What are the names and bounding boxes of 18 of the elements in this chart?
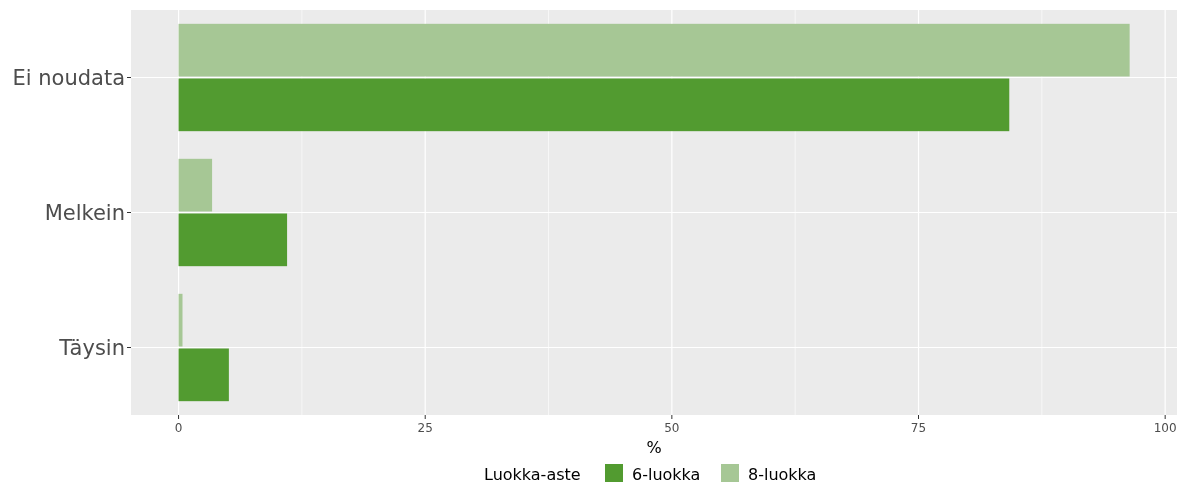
x-tick-label: 100 bbox=[1153, 421, 1177, 435]
bar bbox=[178, 23, 1130, 77]
bar bbox=[178, 78, 1010, 132]
bar bbox=[178, 158, 213, 212]
x-axis-title: % bbox=[646, 438, 662, 457]
x-tick-label: 0 bbox=[174, 421, 183, 435]
x-tick-label: 50 bbox=[664, 421, 680, 435]
y-tick-label: Täysin bbox=[58, 335, 125, 360]
legend-label: 6-luokka bbox=[632, 465, 701, 484]
x-tick-label: 75 bbox=[910, 421, 927, 435]
bar bbox=[178, 348, 229, 402]
bar bbox=[178, 293, 183, 347]
legend-title: Luokka-aste bbox=[484, 465, 581, 484]
y-tick-label: Melkein bbox=[44, 200, 125, 225]
bar bbox=[178, 213, 288, 267]
legend-label: 8-luokka bbox=[748, 465, 817, 484]
x-tick-label: 25 bbox=[417, 421, 433, 435]
y-tick-label: Ei noudata bbox=[12, 65, 125, 90]
